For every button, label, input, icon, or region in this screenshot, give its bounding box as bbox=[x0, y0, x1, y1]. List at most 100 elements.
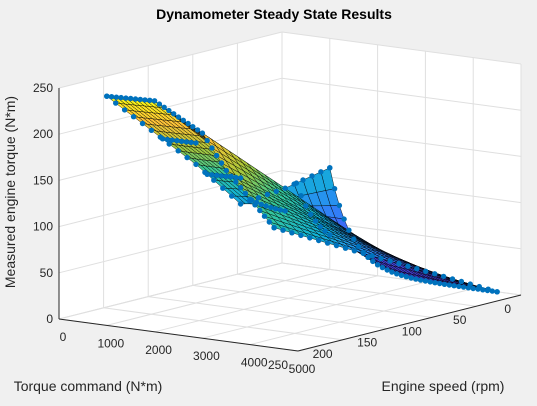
data-marker bbox=[494, 289, 500, 295]
z-tick-label: 200 bbox=[33, 127, 53, 141]
data-marker bbox=[266, 219, 272, 225]
y-tick-label: 250 bbox=[268, 358, 288, 372]
z-tick-label: 150 bbox=[33, 173, 53, 187]
y-tick-label: 50 bbox=[453, 313, 467, 327]
data-marker bbox=[166, 107, 172, 114]
data-marker bbox=[164, 136, 170, 143]
data-marker bbox=[264, 191, 271, 198]
data-marker bbox=[485, 286, 491, 292]
data-marker bbox=[151, 98, 158, 104]
data-marker bbox=[204, 171, 210, 177]
grid-line bbox=[237, 273, 477, 307]
data-marker bbox=[460, 284, 467, 290]
data-marker bbox=[309, 173, 315, 179]
data-marker bbox=[351, 248, 358, 254]
data-marker bbox=[351, 236, 357, 242]
data-marker bbox=[268, 204, 274, 211]
y-tick-label: 0 bbox=[504, 302, 511, 316]
data-marker bbox=[432, 271, 438, 277]
data-marker bbox=[398, 272, 405, 279]
data-marker bbox=[237, 201, 244, 207]
z-axis-label: Measured engine torque (N*m) bbox=[2, 96, 18, 288]
data-marker bbox=[414, 266, 420, 272]
y-tick-label: 200 bbox=[313, 347, 333, 361]
data-marker bbox=[193, 161, 199, 168]
grid-line bbox=[58, 77, 283, 135]
data-marker bbox=[282, 185, 288, 191]
data-marker bbox=[360, 250, 366, 256]
x-axis-label: Engine speed (rpm) bbox=[382, 378, 505, 394]
data-marker bbox=[159, 136, 166, 142]
data-marker bbox=[142, 97, 148, 103]
data-marker bbox=[423, 268, 429, 274]
data-marker bbox=[331, 186, 338, 192]
grid-line bbox=[58, 31, 283, 89]
grid-lines bbox=[58, 31, 522, 352]
data-marker bbox=[446, 282, 452, 288]
data-marker bbox=[336, 202, 343, 209]
data-marker bbox=[405, 263, 411, 269]
z-tick-label: 0 bbox=[46, 312, 53, 326]
grid-line bbox=[281, 31, 522, 65]
x-tick-label: 1000 bbox=[97, 336, 124, 350]
data-marker bbox=[214, 172, 220, 178]
data-marker bbox=[175, 114, 182, 120]
data-marker bbox=[374, 262, 381, 268]
grid-line bbox=[106, 268, 330, 326]
data-marker bbox=[427, 279, 433, 285]
data-marker bbox=[327, 165, 333, 171]
data-marker bbox=[403, 274, 409, 280]
data-marker bbox=[156, 101, 163, 107]
data-marker bbox=[183, 139, 190, 145]
data-marker bbox=[408, 275, 414, 281]
data-marker bbox=[137, 96, 143, 103]
z-tick-label: 50 bbox=[40, 266, 54, 280]
grid-line bbox=[58, 216, 283, 274]
data-marker bbox=[214, 152, 220, 159]
data-marker bbox=[458, 278, 465, 285]
data-marker bbox=[298, 232, 304, 239]
grid-line bbox=[250, 288, 474, 346]
x-axis-line bbox=[58, 318, 299, 352]
data-marker bbox=[204, 137, 210, 144]
x-tick-label: 2000 bbox=[145, 343, 172, 357]
data-marker bbox=[263, 203, 269, 209]
data-marker bbox=[229, 193, 235, 199]
data-marker bbox=[228, 174, 234, 180]
data-marker bbox=[289, 230, 295, 236]
data-marker bbox=[308, 211, 314, 217]
data-marker bbox=[209, 172, 215, 178]
data-marker bbox=[147, 97, 153, 104]
data-marker bbox=[249, 197, 255, 203]
data-marker bbox=[441, 281, 448, 287]
data-marker bbox=[355, 243, 362, 250]
grid-line bbox=[192, 284, 432, 318]
data-marker bbox=[282, 208, 288, 214]
data-marker bbox=[179, 138, 185, 144]
floor-panel bbox=[59, 263, 521, 351]
data-marker bbox=[199, 130, 206, 136]
data-marker bbox=[317, 223, 323, 230]
data-marker bbox=[384, 267, 390, 273]
data-marker bbox=[413, 276, 419, 282]
data-markers bbox=[104, 93, 500, 295]
data-marker bbox=[456, 283, 462, 290]
tick-labels: 0 1000 2000 3000 4000 5000 0 50 100 150 200 250 0 50 1… bbox=[33, 81, 511, 376]
grid-line bbox=[148, 296, 388, 330]
data-marker bbox=[237, 175, 244, 181]
data-marker bbox=[324, 240, 331, 246]
data-marker bbox=[476, 283, 482, 290]
data-marker bbox=[209, 145, 215, 151]
data-marker bbox=[271, 225, 277, 231]
x-tick-label: 3000 bbox=[193, 349, 220, 363]
data-marker bbox=[467, 281, 473, 287]
data-marker bbox=[387, 258, 393, 264]
data-marker bbox=[342, 245, 349, 251]
data-marker bbox=[253, 199, 260, 206]
data-marker bbox=[132, 96, 139, 102]
grid-line bbox=[154, 275, 378, 333]
z-tick-label: 100 bbox=[33, 220, 53, 234]
data-marker bbox=[396, 260, 402, 267]
data-marker bbox=[389, 269, 395, 275]
